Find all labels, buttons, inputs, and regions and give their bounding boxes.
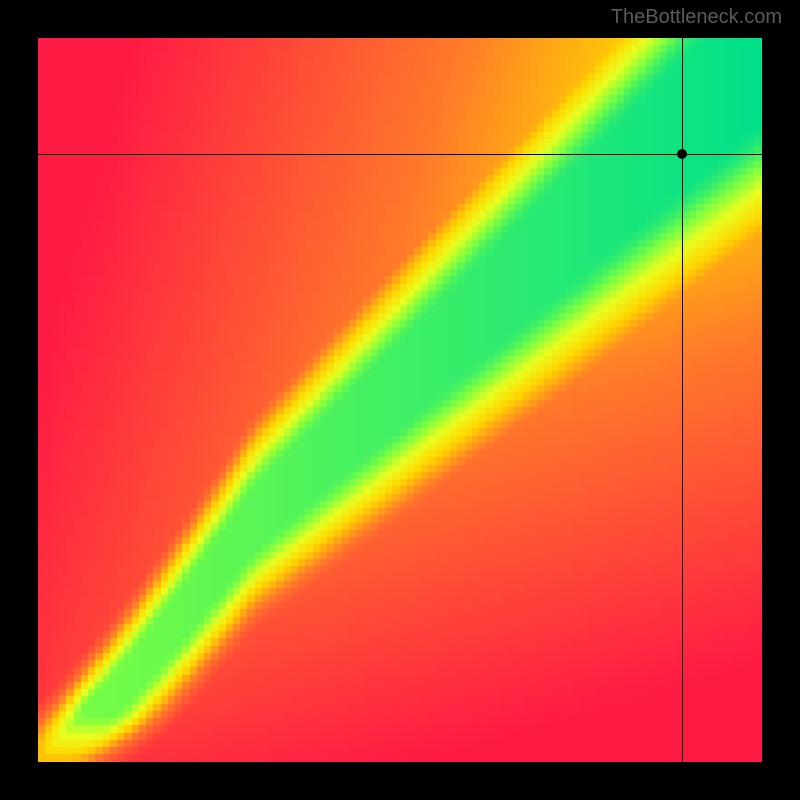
heatmap-plot (38, 38, 762, 762)
crosshair-horizontal-line (38, 154, 762, 155)
crosshair-marker (677, 149, 687, 159)
watermark-text: TheBottleneck.com (611, 6, 782, 29)
crosshair-vertical-line (682, 38, 683, 762)
heatmap-canvas (38, 38, 762, 762)
